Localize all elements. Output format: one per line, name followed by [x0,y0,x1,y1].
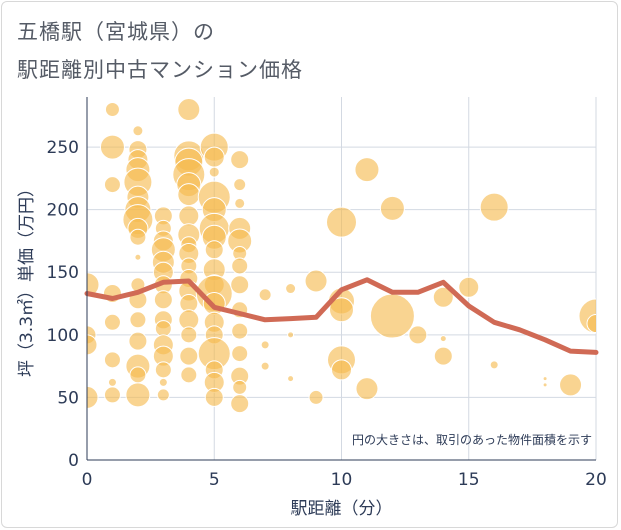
data-bubble [231,345,249,363]
data-bubble [87,334,98,356]
data-bubble [379,195,405,221]
data-bubble [231,257,249,275]
data-bubble [177,183,201,207]
data-bubble [287,375,295,383]
average-price-line [84,277,599,355]
y-tick-label: 0 [68,451,79,471]
data-bubble [107,377,117,387]
data-bubble [204,240,224,260]
data-bubble [234,197,246,209]
data-bubble [104,102,120,118]
data-bubble [230,275,250,295]
data-bubble [129,366,147,384]
bubble-layer [87,98,596,414]
data-bubble [87,272,100,298]
data-bubble [231,322,249,340]
data-bubble [204,387,224,407]
y-tick-label: 50 [57,388,79,408]
data-bubble [154,320,172,338]
data-bubble [87,385,99,409]
data-bubble [260,361,270,371]
data-bubble [369,293,415,339]
data-bubble [103,351,121,369]
data-bubble [178,205,200,227]
data-bubble [233,178,247,192]
data-bubble [129,228,147,246]
data-bubble [177,98,201,122]
data-bubble [230,150,250,170]
data-bubble [331,359,352,381]
size-note: 円の大きさは、取引のあった物件面積を示す [352,432,592,447]
data-bubble [433,346,453,366]
data-bubble [260,340,270,350]
data-bubble [439,335,447,343]
y-tick-label: 250 [47,138,79,158]
chart-title-line1: 五橋駅（宮城県）の [17,20,215,44]
data-bubble [125,382,151,408]
data-bubble [128,331,148,351]
data-bubble [354,157,380,183]
data-bubble [479,192,509,222]
data-bubble [308,389,324,405]
y-tick-label: 150 [47,263,79,283]
data-bubble [408,325,428,345]
x-tick-label: 5 [209,470,220,490]
y-tick-label: 100 [47,326,79,346]
chart-title-line2: 駅距離別中古マンション価格 [17,58,303,82]
data-bubble [230,394,250,414]
data-bubble [326,206,357,238]
data-bubble [559,373,583,397]
average-line-layer [84,277,599,355]
y-axis-label: 坪（3.3㎡）単価（万円） [17,180,37,377]
x-axis-label: 駅距離（分） [291,499,393,519]
x-tick-label: 10 [331,470,353,490]
data-bubble [542,376,548,382]
data-bubble [179,346,199,366]
data-bubble [355,377,379,401]
data-bubble [586,314,596,334]
data-bubble [458,276,480,298]
data-bubble [232,379,248,395]
y-tick-label: 200 [47,201,79,221]
data-bubble [129,311,147,329]
x-tick-label: 0 [82,470,93,490]
data-bubble [258,288,272,302]
data-bubble [103,313,121,331]
data-bubble [432,286,454,308]
data-bubble [285,283,297,295]
data-bubble [154,361,172,379]
data-bubble [329,297,354,323]
data-bubble [542,382,548,388]
data-bubble [287,331,295,339]
data-bubble [103,176,121,194]
data-bubble [103,386,121,404]
data-bubble [153,290,173,310]
data-bubble [99,134,125,160]
data-bubble [180,366,198,384]
data-bubble [134,253,142,261]
data-bubble [132,125,144,137]
data-bubble [304,269,328,293]
data-bubble [203,146,225,168]
data-bubble [158,377,168,387]
data-bubble [180,326,198,344]
data-bubble [208,166,220,178]
x-tick-label: 15 [458,470,480,490]
x-tick-label: 20 [585,470,607,490]
data-bubble [156,388,170,402]
data-bubble [489,360,499,370]
